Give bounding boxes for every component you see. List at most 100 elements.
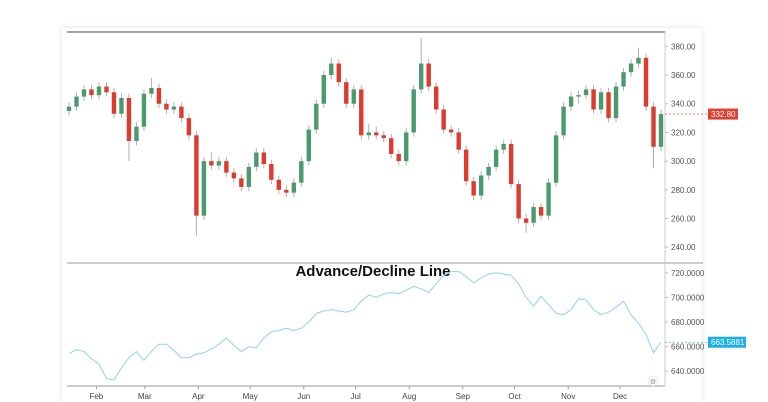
candle-body [381, 135, 386, 139]
candle [149, 77, 154, 98]
ad-title: Advance/Decline Line [295, 263, 450, 280]
candle-body [141, 93, 147, 127]
candle-body [516, 184, 521, 219]
month-label: Oct [508, 392, 521, 401]
candle [419, 37, 424, 94]
candle [254, 148, 259, 172]
price-tick-label: 380.00 [671, 42, 696, 51]
candle [89, 85, 94, 100]
candle-body [134, 126, 139, 142]
price-tick-label: 340.00 [671, 100, 696, 109]
candle-body [396, 153, 401, 162]
candle-body [493, 149, 499, 167]
month-label: Feb [89, 392, 103, 401]
candle [636, 47, 641, 68]
candle [359, 85, 364, 140]
candle-body [329, 63, 334, 76]
candle [404, 128, 409, 166]
candle-body [546, 182, 551, 216]
candle-body [478, 175, 484, 196]
last-ad-label: 663.5881 [711, 338, 745, 347]
candle-body [374, 132, 379, 136]
candle-body [613, 86, 619, 119]
candle [351, 85, 356, 109]
candle-body [561, 106, 566, 136]
candle-body [111, 92, 117, 114]
candle [471, 176, 476, 200]
price-tick-label: 320.00 [671, 128, 696, 137]
price-tick-label: 240.00 [671, 243, 696, 252]
candle-body [531, 207, 536, 223]
candle [441, 105, 446, 134]
candle [246, 162, 252, 192]
candle [111, 87, 117, 119]
candle-body [261, 152, 267, 164]
candle [74, 92, 79, 111]
candle-body [628, 63, 634, 73]
candle [658, 109, 664, 152]
candle [194, 131, 199, 236]
candle-body [74, 96, 79, 107]
gear-icon[interactable]: ⚙ [647, 375, 659, 387]
ad-tick-label: 680.0000 [671, 318, 705, 327]
candle-body [351, 89, 356, 104]
candle [508, 139, 514, 189]
candle [613, 82, 619, 123]
candle [171, 102, 177, 114]
axes: 380.00 360.00 340.00 320.00 300.00 280.00 260.… [67, 31, 746, 401]
candle [119, 93, 124, 119]
ad-panel: Advance/Decline Line [68, 263, 662, 381]
candle [411, 85, 416, 137]
month-label: Dec [613, 392, 627, 401]
candle [486, 162, 491, 180]
month-label: Sep [456, 392, 471, 401]
candle-body [314, 103, 319, 130]
candle [104, 82, 109, 97]
candle-body [239, 178, 244, 187]
candle [141, 89, 147, 131]
candle [126, 93, 132, 162]
candle-body [201, 161, 207, 216]
candle [606, 87, 611, 123]
candle [493, 145, 499, 172]
candle-body [246, 166, 252, 187]
candle [561, 102, 566, 140]
candle-body [194, 135, 199, 216]
month-label: Mar [138, 392, 152, 401]
candle [463, 145, 469, 186]
price-tick-label: 360.00 [671, 71, 696, 80]
candle [433, 82, 439, 114]
candle [81, 85, 87, 101]
candle-body [606, 92, 611, 119]
candle [239, 174, 244, 192]
candle-body [538, 207, 544, 216]
candle-body [171, 106, 177, 110]
candle-body [404, 132, 409, 162]
candle-body [306, 129, 311, 162]
candle [336, 59, 341, 87]
candle [396, 149, 401, 166]
candle [426, 59, 431, 91]
candle-body [419, 63, 424, 90]
candle [381, 131, 386, 143]
candle-body [636, 57, 641, 64]
candle-body [276, 179, 282, 190]
candle-body [66, 106, 72, 111]
candle-body [508, 143, 514, 185]
candle [456, 128, 461, 154]
candle [538, 202, 544, 220]
candle-body [463, 149, 469, 182]
candle [66, 102, 72, 116]
candle [553, 131, 559, 187]
candle-body [231, 172, 237, 179]
candle-body [433, 86, 439, 110]
candle [231, 168, 237, 183]
price-tick-label: 280.00 [671, 186, 696, 195]
price-panel [66, 37, 664, 236]
candle-body [156, 87, 162, 104]
candle-body [359, 89, 364, 136]
candle-body [209, 161, 214, 166]
candle-body [471, 181, 476, 196]
candle-body [643, 57, 649, 107]
candle-body [501, 143, 506, 150]
